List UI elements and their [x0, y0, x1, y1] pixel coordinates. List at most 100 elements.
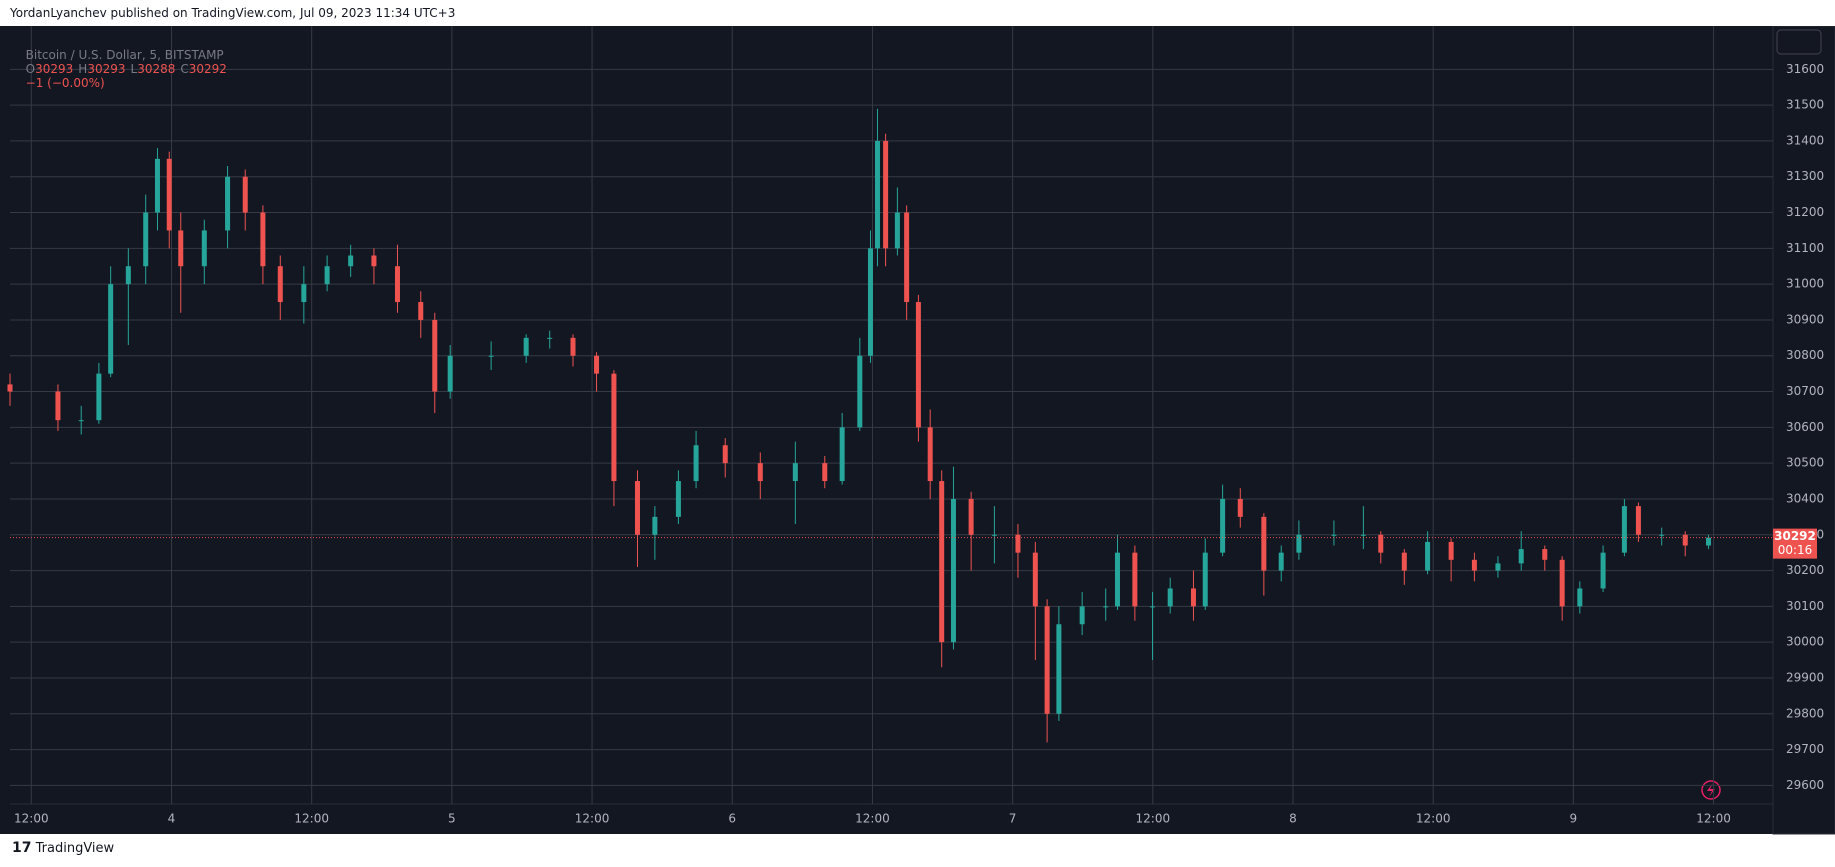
y-tick-label: 31200: [1786, 205, 1824, 219]
y-tick-label: 30900: [1786, 312, 1824, 326]
candle-body: [1706, 537, 1712, 546]
x-tick-label: 12:00: [575, 812, 610, 826]
lightning-icon[interactable]: [1701, 780, 1721, 800]
y-tick-label: 30700: [1786, 384, 1824, 398]
candle-body: [125, 266, 131, 285]
candle-body: [1577, 588, 1583, 607]
ohlc-value: 30293: [35, 62, 74, 76]
candle-body: [1682, 534, 1688, 546]
candle-body: [652, 516, 658, 535]
candle-body: [867, 248, 873, 356]
candle-body: [1114, 552, 1120, 607]
x-tick-label: 6: [728, 812, 736, 826]
candle-body: [894, 212, 900, 249]
candle-body: [348, 255, 354, 267]
candle-body: [1032, 552, 1038, 607]
candle-body: [634, 481, 640, 535]
last-price-box: [1773, 528, 1817, 559]
ohlc-value: 30293: [87, 62, 126, 76]
x-tick-label: 12:00: [294, 812, 329, 826]
last-price-label: 30292: [1774, 529, 1816, 543]
y-tick-label: 31300: [1786, 169, 1824, 183]
candle-body: [1401, 552, 1407, 571]
x-tick-label: 4: [168, 812, 176, 826]
candle-body: [166, 158, 172, 231]
candle-body: [1360, 534, 1366, 536]
candle-body: [1331, 534, 1337, 536]
candle-body: [201, 230, 207, 267]
candle-body: [1600, 552, 1606, 589]
candle-body: [324, 266, 330, 285]
ohlc-value: 30288: [137, 62, 176, 76]
candle-body: [950, 498, 956, 643]
candle-body: [1150, 606, 1156, 608]
candle-body: [1079, 606, 1085, 625]
ohlc-value: 30292: [188, 62, 227, 76]
ohlc-label: C: [180, 62, 189, 76]
candle-body: [154, 158, 160, 213]
x-tick-label: 12:00: [1696, 812, 1731, 826]
candle-body: [301, 284, 307, 303]
settings-button[interactable]: [1776, 29, 1822, 55]
candle-body: [675, 481, 681, 517]
price-axis: [1772, 26, 1835, 835]
x-tick-label: 12:00: [14, 812, 49, 826]
candle-body: [78, 420, 84, 422]
ohlc-label: L: [130, 62, 138, 76]
candle-body: [277, 266, 283, 303]
ohlc-values: O30293 H30293 L30288 C30292: [26, 62, 232, 76]
countdown-label: 00:16: [1778, 543, 1813, 557]
candle-body: [7, 384, 13, 392]
candle-body: [693, 445, 699, 482]
candle-body: [570, 337, 576, 356]
candle-body: [488, 355, 494, 357]
candle-body: [927, 427, 933, 482]
y-tick-label: 31000: [1786, 277, 1824, 291]
candle-body: [1518, 549, 1524, 564]
candle-body: [55, 391, 61, 421]
y-tick-label: 30000: [1786, 635, 1824, 649]
y-tick-label: 31500: [1786, 98, 1824, 112]
y-tick-label: 30200: [1786, 563, 1824, 577]
candle-body: [611, 373, 617, 482]
candle-body: [1190, 588, 1196, 607]
x-tick-label: 7: [1009, 812, 1017, 826]
candle-body: [1132, 552, 1138, 607]
candle-body: [991, 534, 997, 536]
candle-body: [757, 463, 763, 482]
candle-body: [1559, 559, 1565, 607]
candle-body: [447, 355, 453, 392]
candle-body: [1056, 624, 1062, 714]
y-tick-label: 30400: [1786, 491, 1824, 505]
candle-body: [1448, 541, 1454, 560]
candle-body: [722, 445, 728, 464]
candle-body: [939, 481, 945, 643]
y-tick-label: 30600: [1786, 420, 1824, 434]
x-tick-label: 9: [1570, 812, 1578, 826]
lightning-bolt: [1707, 783, 1715, 797]
candle-body: [792, 463, 798, 482]
footer-logo: 𝟭𝟳 TradingView: [12, 840, 115, 856]
candle-body: [1495, 563, 1501, 571]
x-tick-label: 12:00: [855, 812, 890, 826]
candle-body: [1542, 549, 1548, 560]
candle-body: [1044, 606, 1050, 714]
candle-body: [822, 463, 828, 482]
y-tick-label: 30100: [1786, 599, 1824, 613]
candle-body: [594, 355, 600, 374]
candle-body: [143, 212, 149, 267]
candle-body: [418, 302, 424, 320]
publish-header: YordanLyanchev published on TradingView.…: [10, 6, 456, 20]
candle-body: [1103, 606, 1109, 608]
candle-body: [1202, 552, 1208, 607]
candle-body: [904, 212, 910, 303]
y-tick-label: 31600: [1786, 62, 1824, 76]
candle-body: [260, 212, 266, 267]
candle-body: [1659, 534, 1665, 536]
chart-background: [0, 26, 1835, 834]
candle-body: [1220, 498, 1226, 553]
y-tick-label: 31100: [1786, 241, 1824, 255]
ohlc-label: O: [25, 62, 36, 76]
change: −1 (−0.00%): [25, 76, 105, 90]
